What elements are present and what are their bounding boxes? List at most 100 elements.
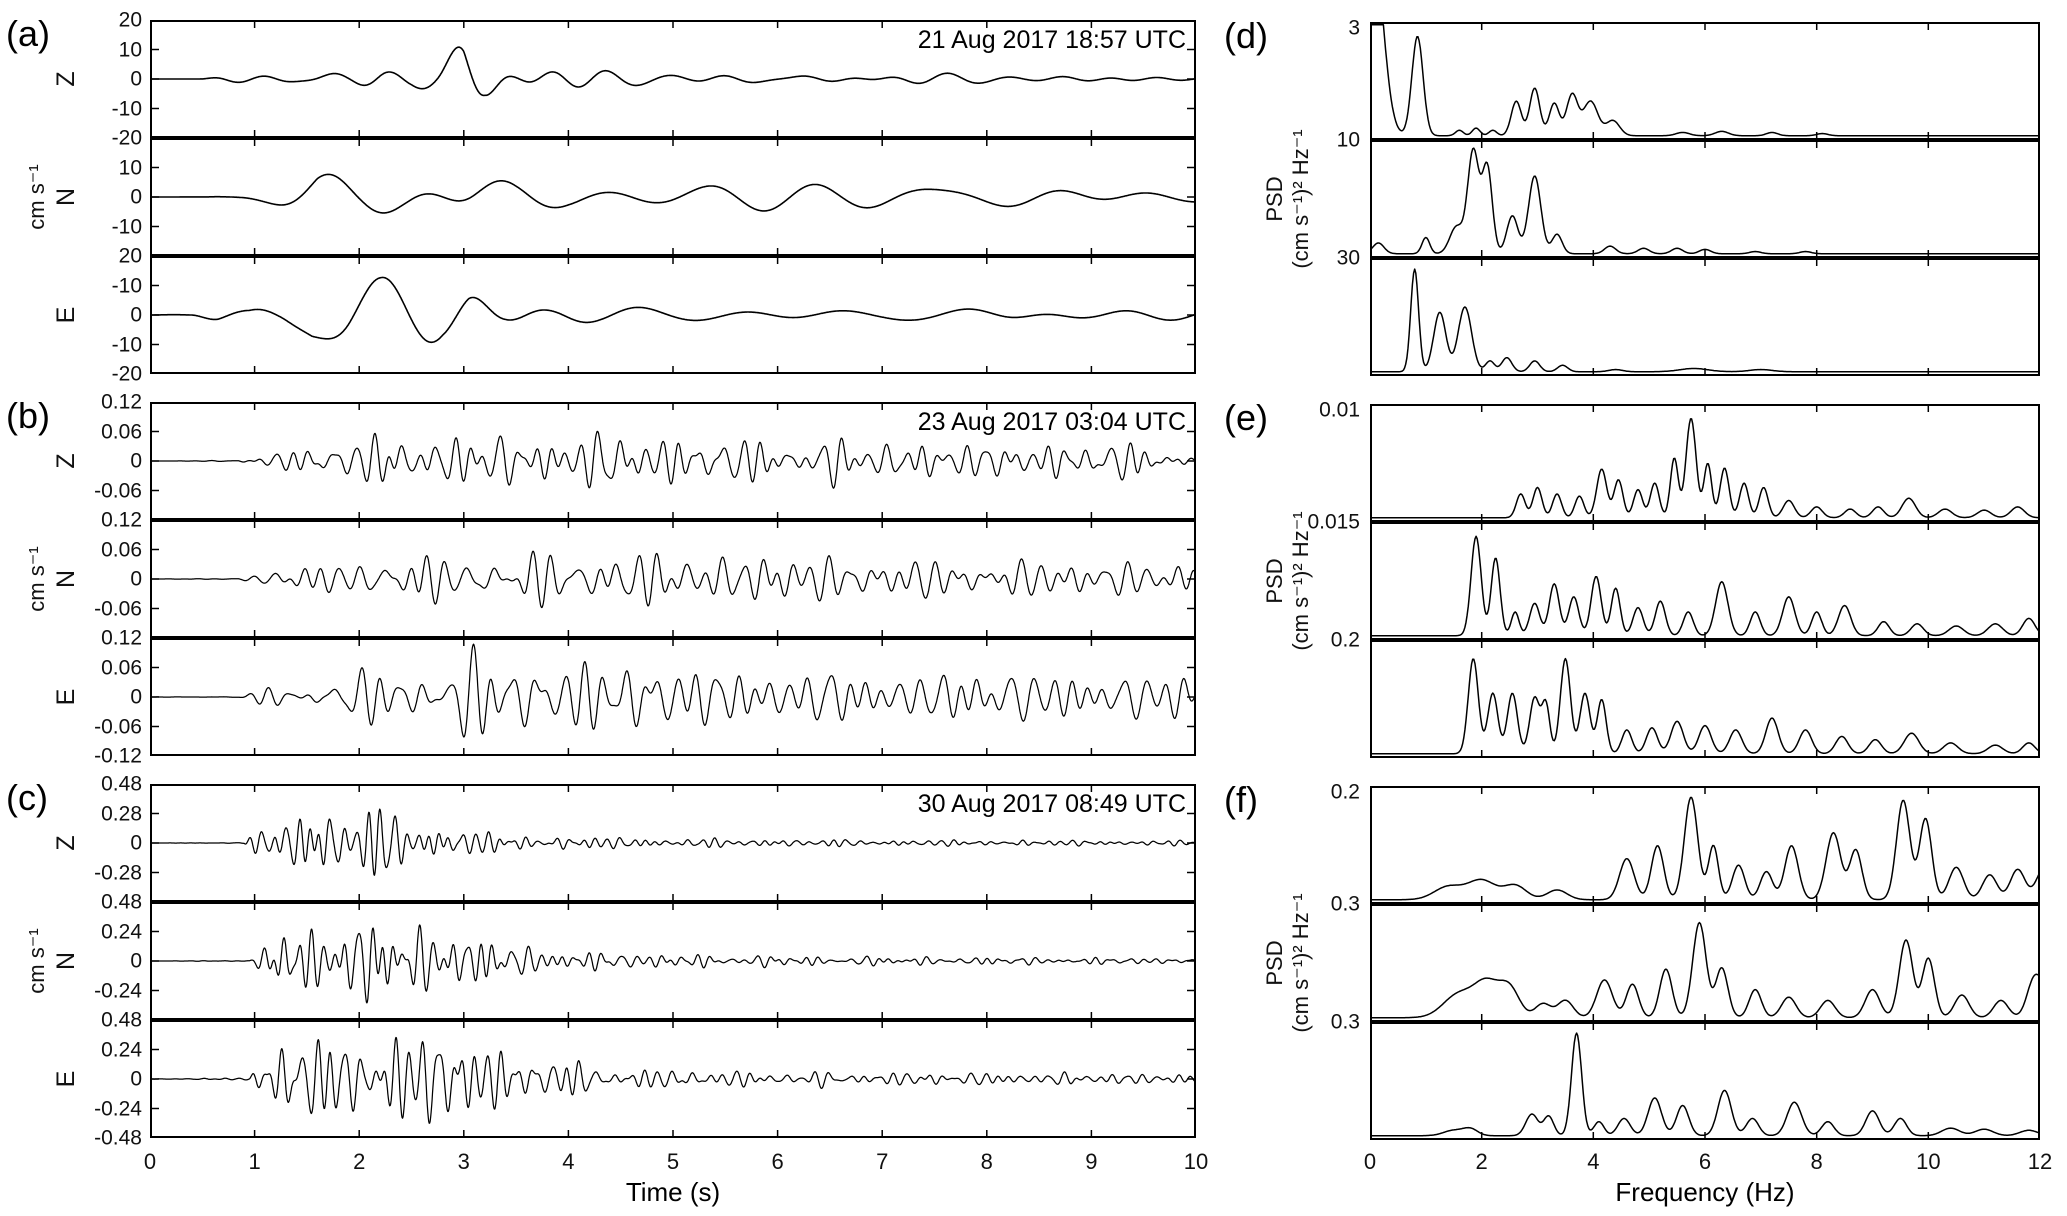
ytick-label: -10 [111, 274, 142, 297]
waveform-plot-c-e [150, 1020, 1196, 1138]
psd-plot-f-e [1370, 1022, 2040, 1140]
ytick-label: -0.12 [94, 744, 142, 768]
ytick-label: 0.24 [101, 1038, 142, 1061]
ytick-label: -0.06 [94, 597, 142, 620]
ytick-label: 0 [130, 685, 142, 709]
subpanel-d-z [1370, 22, 2040, 140]
xtick-label: 10 [1916, 1149, 1941, 1174]
subpanel-a-z [150, 20, 1196, 138]
ytick-label: 10 [118, 156, 142, 179]
ytick-label: 0.06 [101, 420, 142, 443]
psd-axis-label-line2: (cm s⁻¹)² Hz⁻¹ [1288, 893, 1313, 1033]
psd-axis-label-line1: PSD [1262, 176, 1287, 222]
waveform-plot-a-n [150, 138, 1196, 256]
psd-axis-label-f: PSD (cm s⁻¹)² Hz⁻¹ [1262, 783, 1314, 1143]
psd-scale-label: 0.015 [1307, 510, 1360, 534]
subpanel-b-z [150, 402, 1196, 520]
ytick-label: 0 [130, 1067, 142, 1091]
ytick-label: -10 [111, 333, 142, 356]
ytick-label: 0 [130, 67, 142, 91]
xtick-label: 4 [562, 1149, 575, 1174]
ytick-label: 0.06 [101, 538, 142, 561]
psd-plot-d-e [1370, 258, 2040, 376]
ytick-label: 0.12 [101, 508, 142, 532]
panel-letter-e: (e) [1224, 397, 1268, 438]
ytick-label: -0.24 [94, 979, 142, 1002]
subpanel-f-e [1370, 1022, 2040, 1140]
psd-plot-f-z [1370, 786, 2040, 904]
psd-plot-e-n [1370, 522, 2040, 640]
waveform-plot-a-e [150, 256, 1196, 374]
panel-title-c: 30 Aug 2017 08:49 UTC [917, 790, 1186, 818]
component-label-a-z: Z [52, 71, 80, 87]
ytick-label: -0.24 [94, 1097, 142, 1120]
panel-letter-c: (c) [6, 777, 48, 818]
ytick-label: 20 [118, 8, 142, 32]
xtick-label: 2 [1475, 1149, 1488, 1174]
component-label-a-n: N [52, 187, 80, 207]
waveform-plot-c-n [150, 902, 1196, 1020]
waveform-plot-c-z [150, 784, 1196, 902]
waveform-plot-b-z [150, 402, 1196, 520]
ytick-label: 0.48 [101, 772, 142, 796]
ytick-label: 0.06 [101, 656, 142, 679]
subpanel-c-z [150, 784, 1196, 902]
subpanel-e-n [1370, 522, 2040, 640]
ytick-label: 0.48 [101, 890, 142, 914]
panel-title-a: 21 Aug 2017 18:57 UTC [917, 26, 1186, 54]
subpanel-b-n [150, 520, 1196, 638]
ytick-label: 0.12 [101, 626, 142, 650]
ytick-label: 0.12 [101, 390, 142, 414]
component-label-b-e: E [52, 688, 80, 706]
ytick-label: 0 [130, 449, 142, 473]
ytick-label: -0.48 [94, 1126, 142, 1150]
subpanel-d-n [1370, 140, 2040, 258]
psd-plot-f-n [1370, 904, 2040, 1022]
psd-axis-label-line2: (cm s⁻¹)² Hz⁻¹ [1288, 511, 1313, 651]
waveform-plot-a-z [150, 20, 1196, 138]
panel-title-b: 23 Aug 2017 03:04 UTC [917, 408, 1186, 436]
psd-scale-label: 30 [1336, 246, 1360, 270]
xtick-label: 8 [980, 1149, 993, 1174]
psd-plot-e-z [1370, 404, 2040, 522]
ytick-label: 0 [130, 303, 142, 327]
subpanel-c-n [150, 902, 1196, 1020]
time-axis-label: Time (s) [625, 1177, 721, 1207]
psd-plot-e-e [1370, 640, 2040, 758]
ytick-label: -0.28 [94, 861, 142, 884]
ytick-label: 10 [118, 38, 142, 61]
panel-letter-d: (d) [1224, 15, 1268, 56]
psd-axis-label-d: PSD (cm s⁻¹)² Hz⁻¹ [1262, 19, 1314, 379]
psd-scale-label: 0.01 [1319, 398, 1360, 422]
component-label-c-z: Z [52, 835, 80, 851]
psd-plot-d-n [1370, 140, 2040, 258]
component-label-b-n: N [52, 569, 80, 589]
xtick-label: 4 [1587, 1149, 1600, 1174]
xtick-label: 10 [1183, 1149, 1209, 1174]
psd-axis-label-line2: (cm s⁻¹)² Hz⁻¹ [1288, 129, 1313, 269]
panel-letter-a: (a) [6, 13, 50, 54]
xtick-label: 1 [248, 1149, 261, 1174]
xtick-label: 8 [1810, 1149, 1823, 1174]
panel-letter-f: (f) [1224, 779, 1258, 820]
xtick-label: 6 [771, 1149, 784, 1174]
psd-scale-label: 0.3 [1330, 1010, 1360, 1034]
xtick-label: 7 [876, 1149, 889, 1174]
subpanel-d-e [1370, 258, 2040, 376]
psd-axis-label-line1: PSD [1262, 558, 1287, 604]
frequency-axis-label: Frequency (Hz) [1615, 1177, 1795, 1207]
xtick-label: 3 [457, 1149, 470, 1174]
ytick-label: -0.06 [94, 715, 142, 738]
ytick-label: 0 [130, 567, 142, 591]
xtick-label: 5 [666, 1149, 680, 1174]
ytick-label: -20 [111, 362, 142, 386]
component-label-c-e: E [52, 1070, 80, 1088]
xtick-label: 2 [353, 1149, 366, 1174]
subpanel-a-n [150, 138, 1196, 256]
ytick-label: 0.48 [101, 1008, 142, 1032]
component-label-b-z: Z [52, 453, 80, 469]
ytick-label: 0.28 [101, 802, 142, 825]
xtick-label: 6 [1698, 1149, 1712, 1174]
ytick-label: -10 [111, 97, 142, 120]
